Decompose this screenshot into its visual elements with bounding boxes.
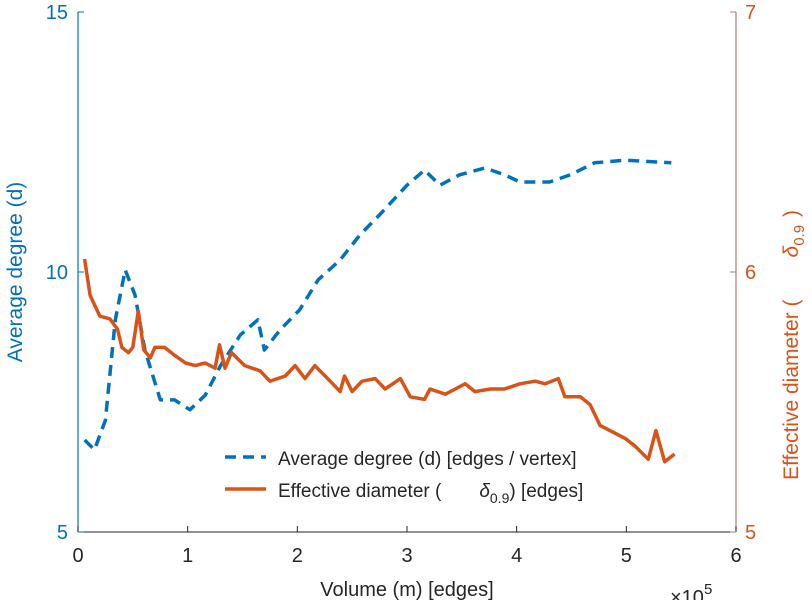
x-axis-exponent: ×105: [670, 581, 712, 600]
effective-diameter-line: [82, 258, 676, 464]
x-tick-label: 2: [292, 545, 303, 567]
y-axis-right-label: Effective diameter (δ0.9): [780, 210, 808, 480]
y-left-tick-label: 15: [46, 2, 68, 24]
y-right-tick-label: 7: [745, 2, 756, 24]
average-degree-line: [83, 158, 672, 452]
series-group: [82, 158, 676, 464]
x-axis-label: Volume (m) [edges]: [320, 579, 493, 600]
x-tick-label: 6: [730, 545, 741, 567]
x-tick-label: 4: [511, 545, 522, 567]
legend-label-average-degree: Average degree (d) [edges / vertex]: [278, 449, 577, 470]
y-left-tick-label: 10: [46, 262, 68, 284]
y-right-tick-label: 5: [745, 522, 756, 544]
x-tick-label: 0: [72, 545, 83, 567]
x-tick-label: 1: [182, 545, 193, 567]
x-tick-label: 5: [621, 545, 632, 567]
x-tick-label: 3: [401, 545, 412, 567]
y-left-tick-label: 5: [57, 522, 68, 544]
legend: Average degree (d) [edges / vertex] Effe…: [225, 449, 583, 506]
y-axis-left-label: Average degree (d): [4, 182, 27, 363]
y-right-tick-label: 6: [745, 262, 756, 284]
legend-label-effective-diameter: Effective diameter (δ0.9) [edges]: [278, 481, 583, 506]
